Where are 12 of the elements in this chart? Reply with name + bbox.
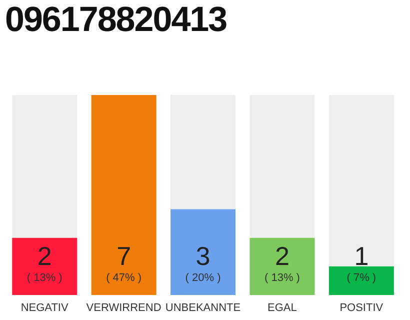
data-label: 2 ( 13% ) — [264, 241, 300, 284]
data-label: 3 ( 20% ) — [185, 241, 221, 284]
x-tick-label: UNBEKANNTE — [165, 302, 241, 314]
bar — [328, 266, 394, 295]
data-label: 1 ( 7% ) — [346, 241, 376, 284]
x-tick-label: VERWIRREND — [86, 302, 162, 314]
data-label: 7 ( 47% ) — [106, 241, 142, 284]
x-tick-label: NEGATIV — [20, 302, 69, 314]
data-label: 2 ( 13% ) — [26, 241, 62, 284]
x-tick-label: EGAL — [268, 302, 297, 314]
x-tick-label: POSITIV — [340, 302, 384, 314]
chart-title: 096178820413 — [5, 0, 227, 40]
